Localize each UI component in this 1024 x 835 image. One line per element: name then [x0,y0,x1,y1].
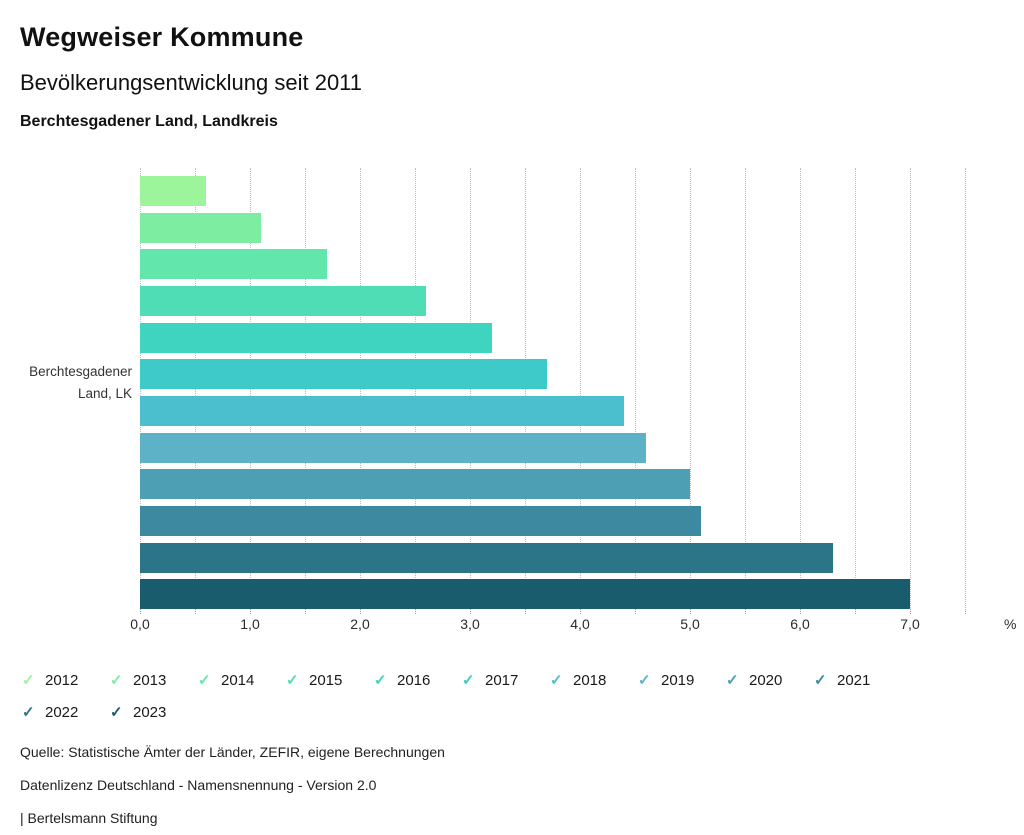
legend-item-2013[interactable]: ✓ 2013 [110,671,198,690]
legend-item-2022[interactable]: ✓ 2022 [22,703,110,722]
chart-subtitle: Bevölkerungsentwicklung seit 2011 [20,70,363,95]
page-title: Wegweiser Kommune [20,22,304,52]
bar-2019[interactable] [140,432,646,463]
legend-item-2016[interactable]: ✓ 2016 [374,671,462,690]
axis-tick [525,609,526,614]
legend-year-label: 2020 [749,671,783,689]
legend-year-label: 2013 [133,671,167,689]
legend-year-label: 2018 [573,671,607,689]
legend-row-1: ✓ 2012 ✓ 2013 ✓ 2014 ✓ 2015 ✓ 2016 ✓ 2017 ✓ 2018 ✓ 2019… [22,670,1004,690]
axis-tick [470,609,471,614]
axis-tick [965,609,966,614]
x-axis: % 0,0 1,0 2,0 3,0 4,0 5,0 6,0 7,0 [130,616,1024,638]
legend-year-label: 2022 [45,703,79,721]
bar-2016[interactable] [140,322,492,353]
bar-2017[interactable] [140,359,547,390]
bar-2015[interactable] [140,285,426,316]
bar-2013[interactable] [140,212,261,243]
gridline [965,168,966,608]
checkmark-icon: ✓ [638,672,651,689]
axis-tick [580,609,581,614]
checkmark-icon: ✓ [110,672,123,689]
legend-item-2021[interactable]: ✓ 2021 [814,671,902,690]
plot-area [140,168,1012,614]
bar-chart: Berchtesgadener Land, LK % 0,0 1,0 2,0 3,0 4… [20,168,1016,640]
legend-year-label: 2021 [837,671,871,689]
publisher-line: | Bertelsmann Stiftung [20,810,158,826]
legend-item-2018[interactable]: ✓ 2018 [550,671,638,690]
legend-year-label: 2014 [221,671,255,689]
checkmark-icon: ✓ [286,672,299,689]
gridline [800,168,801,608]
category-line-2: Land, LK [77,386,132,401]
legend-item-2017[interactable]: ✓ 2017 [462,671,550,690]
legend-item-2015[interactable]: ✓ 2015 [286,671,374,690]
legend-year-label: 2012 [45,671,79,689]
checkmark-icon: ✓ [726,672,739,689]
checkmark-icon: ✓ [550,672,563,689]
axis-tick [140,609,141,614]
x-tick-label: 4,0 [570,616,590,632]
gridline [910,168,911,608]
legend-item-2020[interactable]: ✓ 2020 [726,671,814,690]
axis-tick [195,609,196,614]
source-line: Quelle: Statistische Ämter der Länder, Z… [20,744,445,760]
bar-2014[interactable] [140,249,327,280]
x-tick-label: 7,0 [900,616,920,632]
gridline [635,168,636,608]
axis-tick [360,609,361,614]
bar-2012[interactable] [140,176,206,206]
gridline [855,168,856,608]
legend-year-label: 2015 [309,671,343,689]
gridline [690,168,691,608]
legend-item-2012[interactable]: ✓ 2012 [22,671,110,690]
x-tick-label: 2,0 [350,616,370,632]
category-line-1: Berchtesgadener [29,364,132,379]
x-tick-label: 5,0 [680,616,700,632]
legend-year-label: 2016 [397,671,431,689]
checkmark-icon: ✓ [22,672,35,689]
axis-tick [415,609,416,614]
bar-2020[interactable] [140,469,690,500]
x-axis-unit: % [1004,616,1017,632]
legend-item-2023[interactable]: ✓ 2023 [110,703,198,722]
x-tick-label: 6,0 [790,616,810,632]
legend-item-2014[interactable]: ✓ 2014 [198,671,286,690]
axis-tick [745,609,746,614]
x-tick-label: 0,0 [130,616,150,632]
license-line: Datenlizenz Deutschland - Namensnennung … [20,777,377,793]
checkmark-icon: ✓ [374,672,387,689]
category-axis-label: Berchtesgadener Land, LK [20,361,132,405]
footer: Quelle: Statistische Ämter der Länder, Z… [20,744,1004,826]
bar-2021[interactable] [140,505,701,536]
legend: ✓ 2012 ✓ 2013 ✓ 2014 ✓ 2015 ✓ 2016 ✓ 2017 ✓ 2018 ✓ 2019… [22,670,1004,722]
axis-tick [855,609,856,614]
checkmark-icon: ✓ [22,704,35,721]
checkmark-icon: ✓ [814,672,827,689]
gridline [745,168,746,608]
legend-item-2019[interactable]: ✓ 2019 [638,671,726,690]
axis-tick [635,609,636,614]
legend-year-label: 2019 [661,671,695,689]
legend-year-label: 2023 [133,703,167,721]
legend-row-2: ✓ 2022 ✓ 2023 [22,702,1004,722]
axis-tick [800,609,801,614]
bar-2022[interactable] [140,542,833,573]
checkmark-icon: ✓ [110,704,123,721]
region-label: Berchtesgadener Land, Landkreis [20,113,278,130]
x-tick-label: 1,0 [240,616,260,632]
axis-tick [250,609,251,614]
bar-2023[interactable] [140,579,910,610]
x-tick-label: 3,0 [460,616,480,632]
axis-tick [305,609,306,614]
axis-tick [690,609,691,614]
checkmark-icon: ✓ [462,672,475,689]
bar-2018[interactable] [140,395,624,426]
gridline [580,168,581,608]
legend-year-label: 2017 [485,671,519,689]
checkmark-icon: ✓ [198,672,211,689]
axis-tick [910,609,911,614]
